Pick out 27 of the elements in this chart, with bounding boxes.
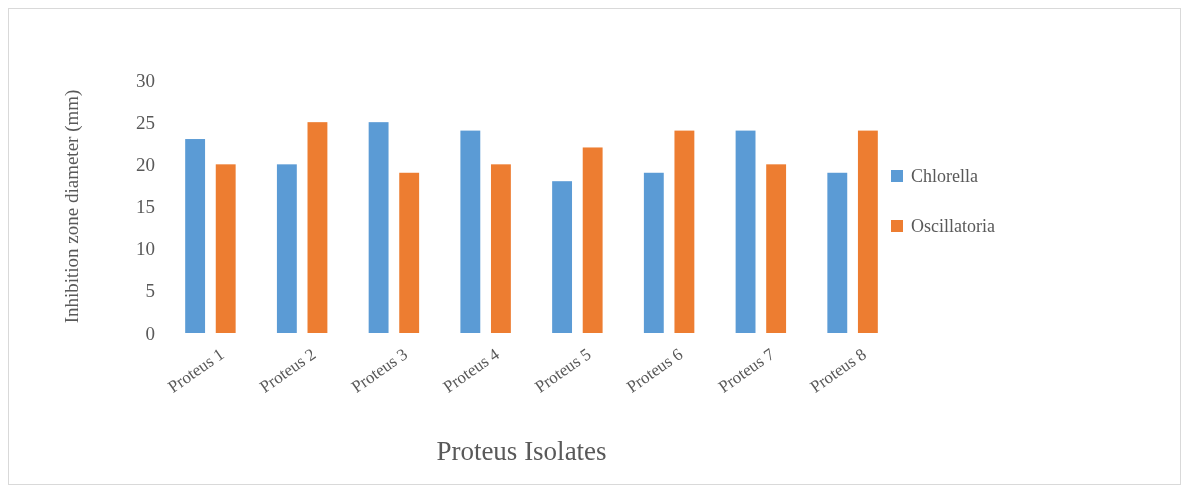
x-axis-title: Proteus Isolates xyxy=(436,436,607,466)
y-tick-label: 10 xyxy=(136,238,155,260)
bar xyxy=(399,172,420,333)
y-tick-label: 25 xyxy=(136,111,155,133)
bar xyxy=(857,130,878,333)
y-tick-label: 0 xyxy=(145,322,155,344)
y-tick-label: 20 xyxy=(136,153,155,175)
y-tick-label: 15 xyxy=(136,196,155,218)
bar xyxy=(307,122,328,333)
bar xyxy=(460,130,481,333)
bar xyxy=(735,130,756,333)
bar xyxy=(490,164,511,333)
bar xyxy=(552,181,573,333)
bar xyxy=(643,172,664,333)
bar xyxy=(827,172,848,333)
bar xyxy=(582,147,603,333)
bar xyxy=(185,139,206,333)
y-tick-label: 5 xyxy=(145,280,155,302)
bar xyxy=(215,164,236,333)
legend-label: Chlorella xyxy=(911,166,978,187)
y-axis-title: Inhibition zone diameter (mm) xyxy=(61,89,83,324)
legend-label: Oscillatoria xyxy=(911,216,995,237)
y-tick-label: 30 xyxy=(136,69,155,91)
bar xyxy=(766,164,787,333)
bar xyxy=(368,122,389,333)
bar xyxy=(276,164,297,333)
bar xyxy=(674,130,695,333)
